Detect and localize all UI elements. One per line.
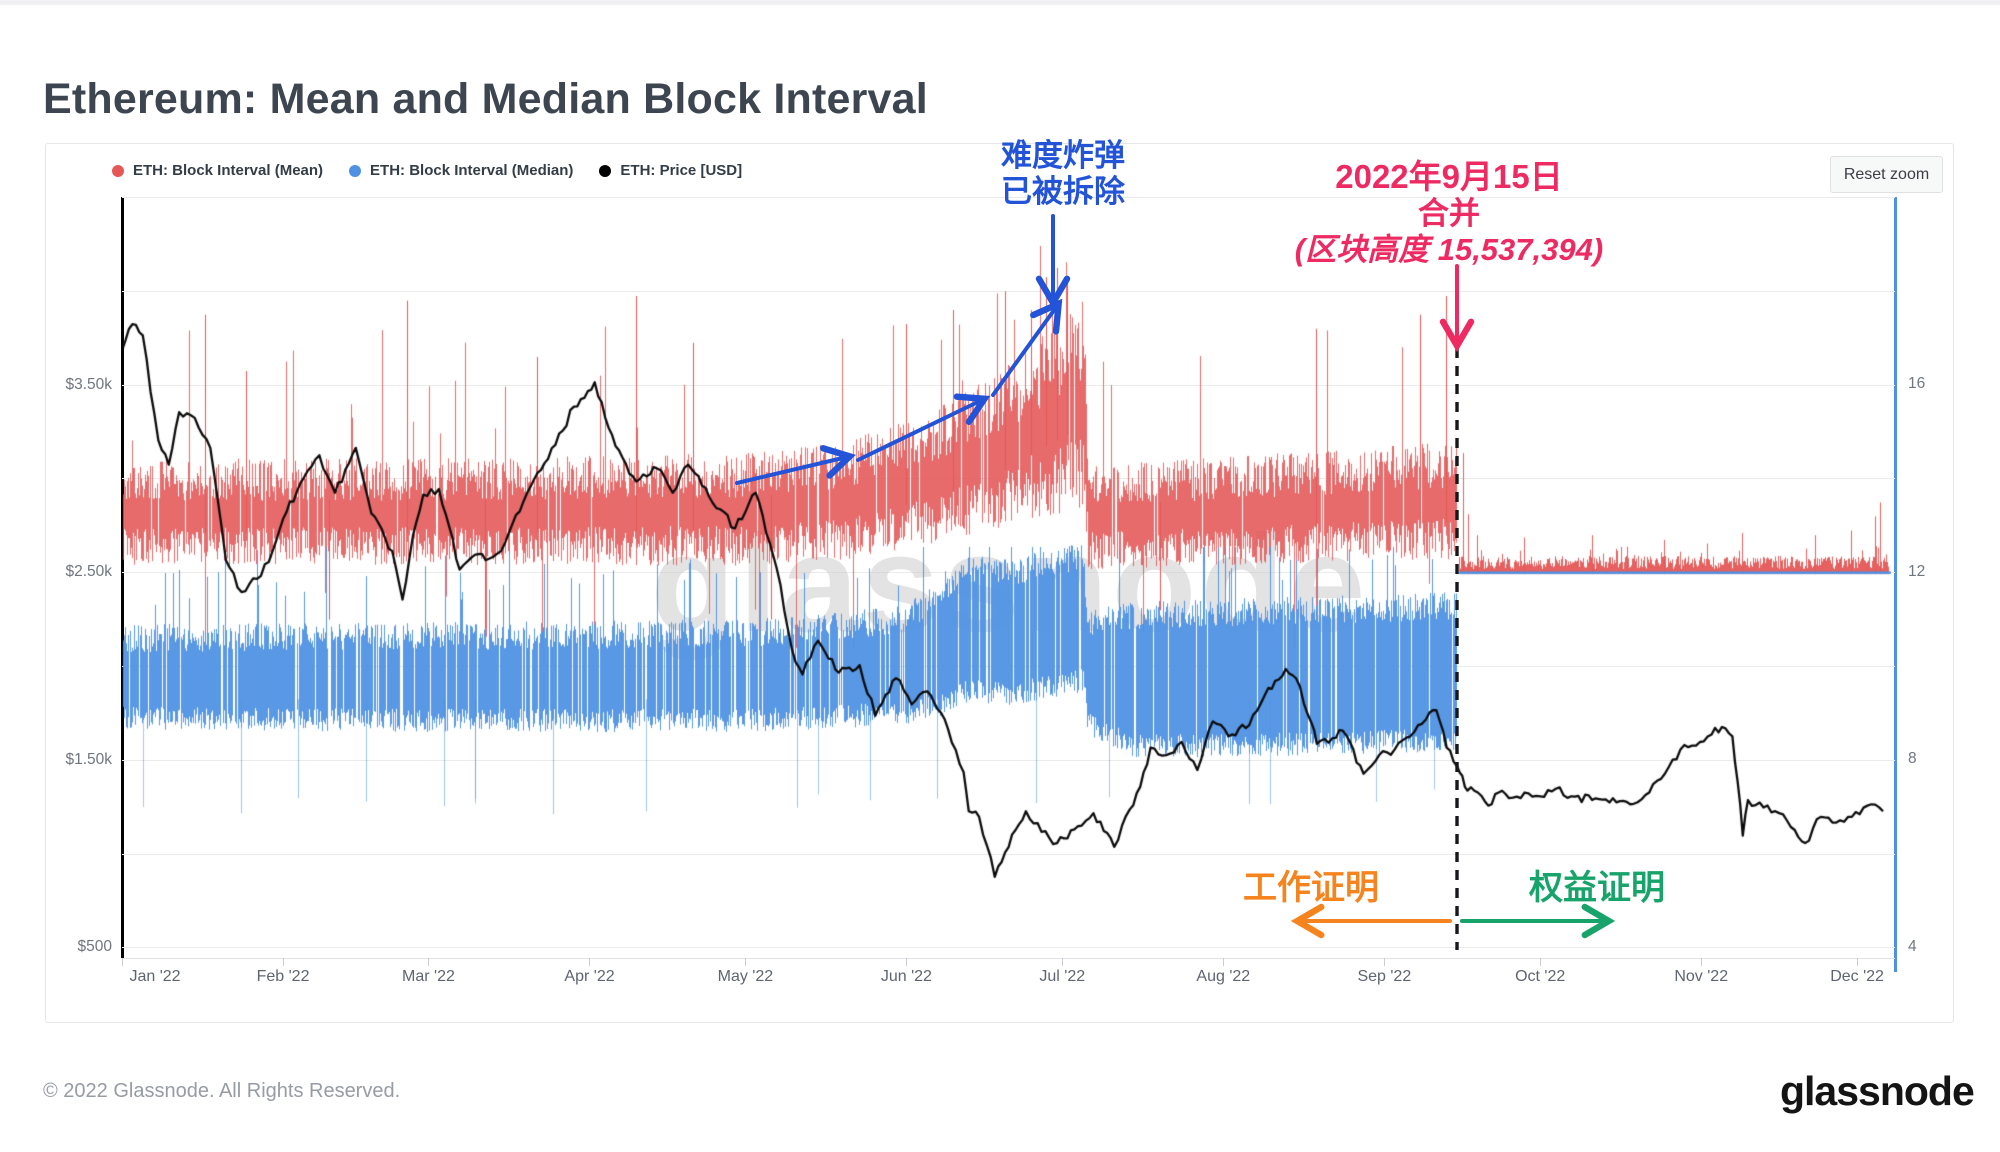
interval-axis-line: [1894, 197, 1897, 972]
x-axis-label: Oct '22: [1515, 968, 1566, 985]
y-axis-label-left: $500: [77, 938, 112, 955]
legend-marker-icon: [112, 164, 124, 177]
annotation-line: 合并: [1418, 196, 1480, 232]
legend-item[interactable]: ETH: Block Interval (Mean): [112, 162, 323, 179]
legend-label: ETH: Block Interval (Median): [370, 162, 574, 179]
annotation-proof-of-stake: 权益证明: [1529, 869, 1665, 907]
x-axis-label: Dec '22: [1830, 968, 1884, 985]
legend-item[interactable]: ETH: Block Interval (Median): [349, 162, 573, 179]
legend-marker-icon: [349, 164, 362, 177]
y-axis-label-right: 4: [1908, 937, 1917, 955]
footer-copyright: © 2022 Glassnode. All Rights Reserved.: [43, 1080, 401, 1102]
y-axis-label-left: $3.50k: [65, 376, 112, 394]
annotation-line: 难度炸弹: [1001, 138, 1125, 173]
annotation-merge: 2022年9月15日 合并 (区块高度 15,537,394): [1219, 158, 1679, 268]
reset-zoom-button[interactable]: Reset zoom: [1830, 156, 1943, 193]
glassnode-brand-logo: glassnode: [1780, 1068, 1975, 1114]
legend-label: ETH: Price [USD]: [620, 162, 743, 179]
y-axis-label-right: 8: [1908, 750, 1917, 768]
annotation-line: 已被拆除: [1001, 173, 1125, 209]
annotation-proof-of-work: 工作证明: [1243, 869, 1379, 907]
x-axis-label: Mar '22: [402, 968, 455, 985]
y-axis-label-left: $1.50k: [65, 750, 112, 768]
x-axis-label: Nov '22: [1674, 968, 1729, 985]
top-strip: [0, 0, 2000, 5]
page-title: Ethereum: Mean and Median Block Interval: [43, 74, 928, 123]
y-axis-label-right: 12: [1908, 562, 1926, 580]
plot-area-canvas[interactable]: [122, 197, 1895, 963]
x-axis-label: Jun '22: [880, 968, 932, 985]
legend-marker-icon: [599, 164, 612, 177]
x-axis-label: Jan '22: [129, 968, 181, 985]
legend-item[interactable]: ETH: Price [USD]: [599, 162, 742, 179]
annotation-line: (区块高度 15,537,394): [1294, 232, 1604, 268]
y-axis-label-right: 16: [1908, 375, 1926, 393]
y-axis-label-left: $2.50k: [65, 563, 112, 581]
chart-legend: ETH: Block Interval (Mean) ETH: Block Int…: [112, 162, 742, 179]
annotation-difficulty-bomb: 难度炸弹 已被拆除: [903, 138, 1223, 210]
legend-label: ETH: Block Interval (Mean): [133, 162, 324, 179]
x-axis-label: Jul '22: [1039, 968, 1086, 985]
x-axis-label: May '22: [717, 968, 774, 985]
annotation-line: 2022年9月15日: [1335, 158, 1563, 195]
x-axis-label: Aug '22: [1196, 968, 1251, 985]
x-axis-label: Feb '22: [256, 968, 310, 985]
x-axis-label: Apr '22: [564, 968, 615, 985]
x-axis-label: Sep '22: [1357, 968, 1412, 985]
